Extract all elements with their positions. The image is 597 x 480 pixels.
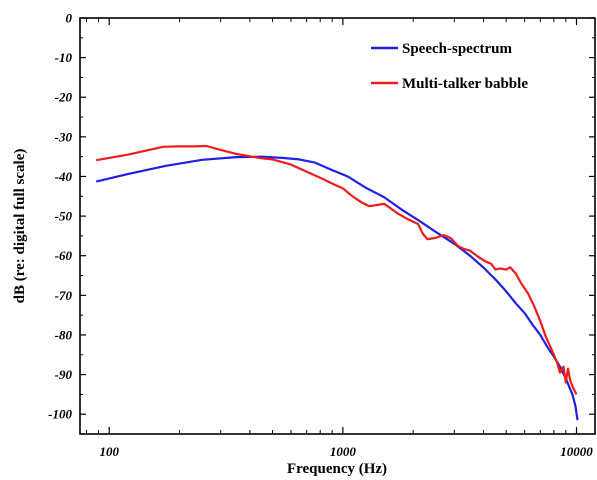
plot-frame xyxy=(79,17,596,435)
x-tick-label: 100 xyxy=(99,444,119,459)
legend-label-speech-spectrum: Speech-spectrum xyxy=(402,41,512,57)
y-tick-label: -100 xyxy=(48,407,72,422)
y-tick-label: -90 xyxy=(55,367,73,382)
y-tick-label: -20 xyxy=(55,90,73,105)
x-tick-label: 10000 xyxy=(560,444,593,459)
y-tick-label: -50 xyxy=(55,209,73,224)
series-line-speech-spectrum xyxy=(95,155,579,421)
y-tick-label: -70 xyxy=(55,288,73,303)
x-tick-label: 1000 xyxy=(330,444,357,459)
y-tick-label: -40 xyxy=(55,169,73,184)
x-axis: 100 1000 10000 xyxy=(86,18,593,459)
y-axis: 0 -10 -20 -30 -40 -50 -60 -70 -80 -90 -100 xyxy=(48,11,595,422)
legend-label-multi-talker-babble: Multi-talker babble xyxy=(402,76,528,92)
y-tick-label: -60 xyxy=(55,248,73,263)
y-tick-label: 0 xyxy=(66,11,73,26)
y-tick-label: -10 xyxy=(55,50,73,65)
y-axis-label: dB (re: digital full scale) xyxy=(12,149,28,304)
y-tick-label: -30 xyxy=(55,129,73,144)
legend: Speech-spectrum Multi-talker babble xyxy=(371,41,528,92)
plot-area xyxy=(95,144,579,421)
y-tick-label: -80 xyxy=(55,327,73,342)
series-line-multi-talker-babble xyxy=(96,144,578,395)
x-axis-label: Frequency (Hz) xyxy=(287,461,387,477)
